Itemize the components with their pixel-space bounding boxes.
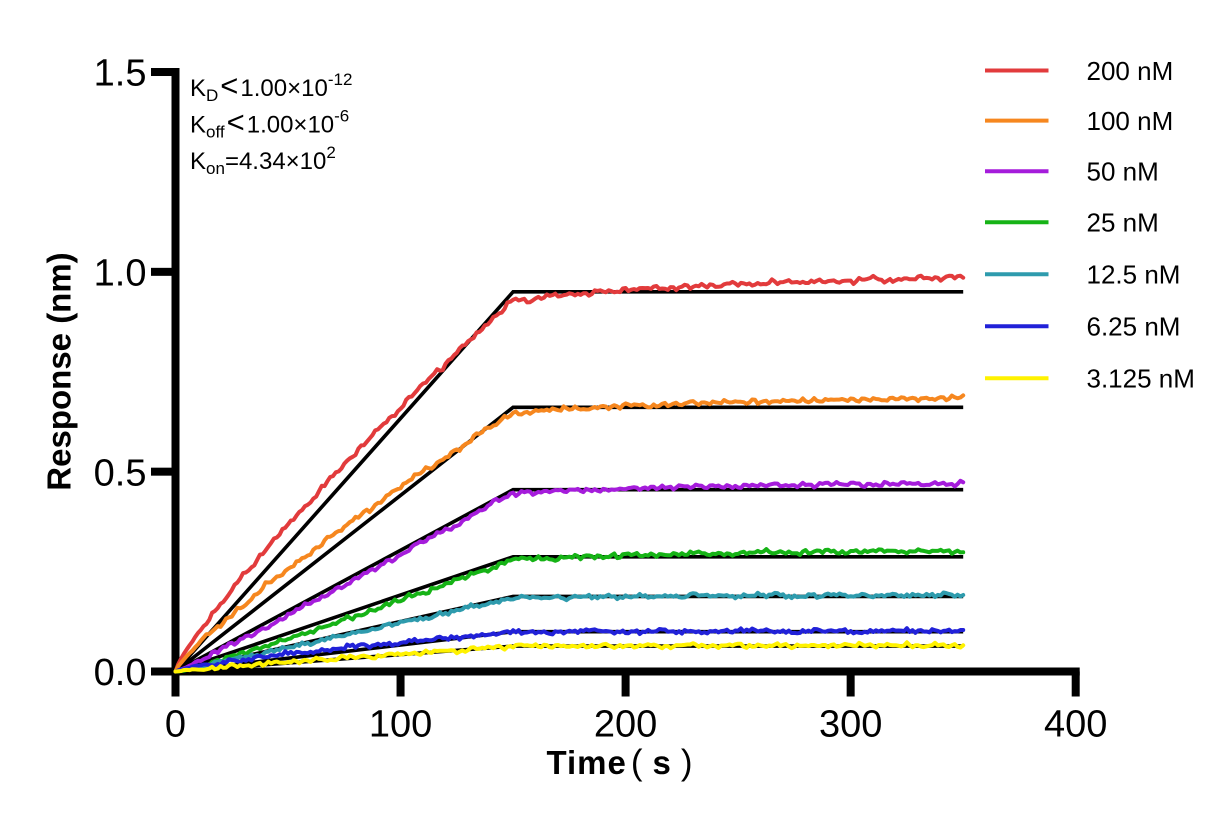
- svg-text:50 nM: 50 nM: [1087, 157, 1159, 187]
- svg-text:0: 0: [165, 704, 186, 746]
- svg-text:200: 200: [594, 704, 657, 746]
- svg-text:100: 100: [369, 704, 432, 746]
- svg-text:Time(s): Time(s): [546, 743, 693, 782]
- svg-text:25 nM: 25 nM: [1087, 208, 1159, 238]
- svg-text:6.25 nM: 6.25 nM: [1087, 312, 1181, 342]
- svg-text:0.5: 0.5: [94, 452, 147, 494]
- svg-text:0.0: 0.0: [94, 652, 147, 694]
- svg-text:1.0: 1.0: [94, 252, 147, 294]
- svg-text:100 nM: 100 nM: [1087, 106, 1174, 136]
- svg-text:400: 400: [1044, 704, 1107, 746]
- svg-text:300: 300: [819, 704, 882, 746]
- svg-text:Response (nm): Response (nm): [41, 252, 78, 490]
- svg-text:3.125 nM: 3.125 nM: [1087, 364, 1195, 394]
- svg-text:1.5: 1.5: [94, 53, 147, 95]
- svg-text:12.5 nM: 12.5 nM: [1087, 260, 1181, 290]
- svg-text:200 nM: 200 nM: [1087, 56, 1174, 86]
